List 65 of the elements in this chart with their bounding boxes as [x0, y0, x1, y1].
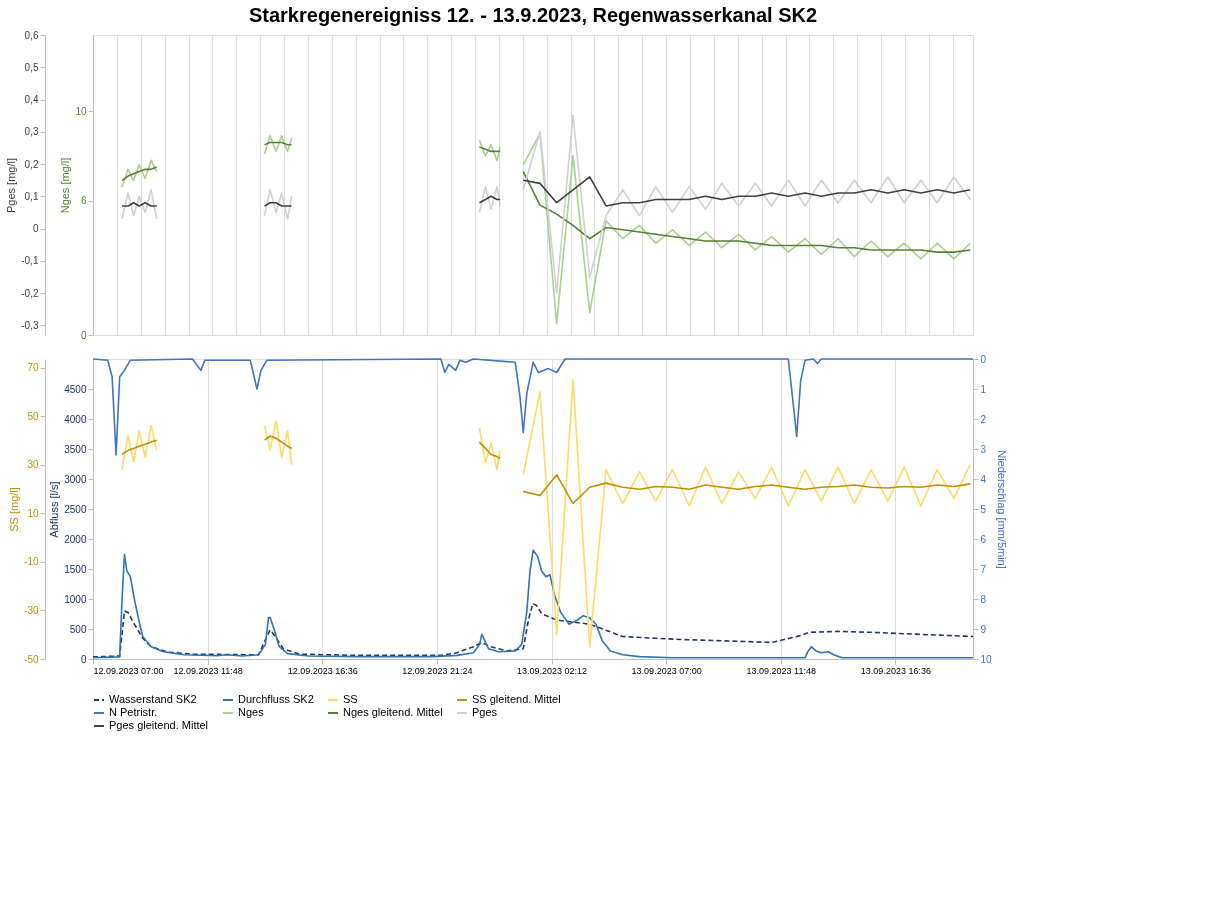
- x-tick-label: 13.09.2023 11:48: [746, 665, 816, 676]
- y2-tick-label: 9: [980, 623, 987, 635]
- y-tick-label: 1500: [64, 563, 87, 575]
- y2-tick-label: 0,6: [24, 29, 39, 41]
- y2-axis-title: Pges [mg/l]: [5, 157, 18, 214]
- y2-tick-label: 3: [980, 443, 987, 455]
- legend-label: SS: [343, 693, 358, 705]
- x-tick-label: 12.09.2023 07:00: [93, 665, 164, 676]
- y2-tick-label: 5: [980, 503, 987, 515]
- y2-tick-label: 0,3: [24, 126, 39, 138]
- y-tick-label: 4500: [64, 383, 87, 395]
- y-axis-title: Abfluss [l/s]: [48, 481, 61, 538]
- y-tick-label: 4000: [64, 413, 87, 425]
- legend-label: Pges gleitend. Mittel: [109, 719, 209, 731]
- y2-tick-label: 0,2: [24, 158, 39, 170]
- y-tick-label: 2500: [64, 503, 87, 515]
- x-tick-label: 13.09.2023 07:00: [631, 665, 702, 676]
- x-tick-label: 12.09.2023 16:36: [287, 665, 358, 676]
- y2-tick-label: 1: [980, 383, 987, 395]
- y3-tick-label: -30: [24, 604, 39, 616]
- y3-tick-label: 30: [27, 459, 39, 471]
- y-axis-title: Nges [mg/l]: [59, 157, 72, 214]
- y-tick-label: 2000: [64, 533, 87, 545]
- y2-tick-label: 7: [980, 563, 987, 575]
- y3-tick-label: 10: [27, 507, 39, 519]
- y2-tick-label: 0,4: [24, 94, 39, 106]
- legend-label: Nges gleitend. Mittel: [343, 706, 443, 718]
- y-tick-label: 500: [69, 623, 87, 635]
- legend-label: Nges: [238, 706, 265, 718]
- legend-label: Pges: [472, 706, 498, 718]
- y-tick-label: 3000: [64, 473, 87, 485]
- x-tick-label: 13.09.2023 02:12: [516, 665, 588, 676]
- y-tick-label: 3500: [64, 443, 87, 455]
- chart-title: Starkregenereigniss 12. - 13.9.2023, Regenwasserkanal SK2: [248, 4, 818, 26]
- x-tick-label: 13.09.2023 16:36: [860, 665, 931, 676]
- y2-axis-title: Niederschlag [mm/5min]: [995, 450, 1008, 569]
- y-tick-label: 10: [75, 105, 87, 117]
- y3-tick-label: -10: [24, 556, 39, 568]
- y2-tick-label: 4: [980, 473, 987, 485]
- y2-tick-label: 0,1: [24, 190, 39, 202]
- y2-tick-label: 0: [980, 353, 987, 365]
- y2-tick-label: 10: [980, 653, 993, 665]
- y3-tick-label: -50: [24, 653, 39, 665]
- legend-label: N Petristr.: [109, 706, 158, 718]
- y2-tick-label: 0,5: [24, 61, 39, 73]
- legend-label: SS gleitend. Mittel: [472, 693, 561, 705]
- y3-axis-title: SS [mg/l]: [8, 487, 21, 532]
- y-tick-label: 1000: [64, 593, 87, 605]
- x-tick-label: 12.09.2023 21:24: [402, 665, 473, 676]
- y2-tick-label: 6: [980, 533, 987, 545]
- legend-label: Wasserstand SK2: [109, 693, 197, 705]
- y2-tick-label: 8: [980, 593, 987, 605]
- y2-tick-label: 2: [980, 413, 987, 425]
- y2-tick-label: -0,1: [21, 255, 39, 267]
- legend-label: Durchfluss SK2: [238, 693, 314, 705]
- x-tick-label: 12.09.2023 11:48: [173, 665, 243, 676]
- y2-tick-label: -0,2: [21, 287, 39, 299]
- y2-tick-label: 0: [32, 223, 39, 235]
- y3-tick-label: 50: [27, 410, 39, 422]
- y-tick-label: 0: [80, 329, 87, 341]
- y2-tick-label: -0,3: [21, 319, 39, 331]
- y-tick-label: 0: [80, 653, 87, 665]
- y3-tick-label: 70: [27, 362, 39, 373]
- line-series: [92, 358, 974, 456]
- y-tick-label: 6: [80, 195, 87, 207]
